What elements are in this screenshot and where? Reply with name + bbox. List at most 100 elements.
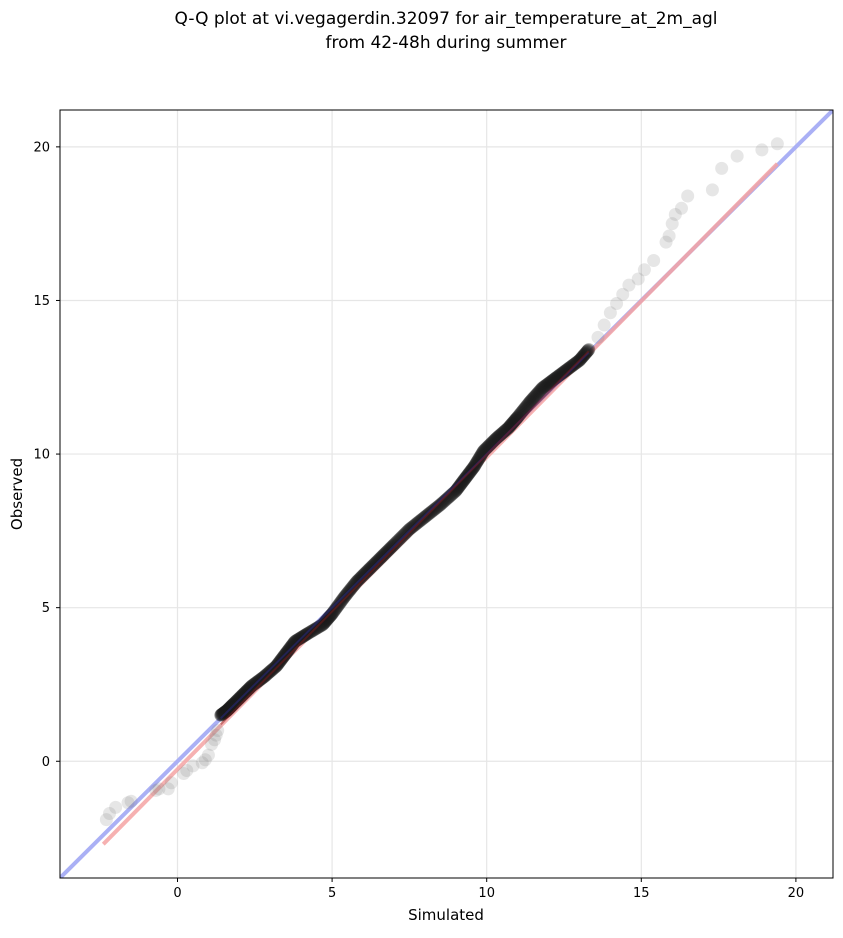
tail-point <box>659 235 673 249</box>
dense-point <box>529 388 543 402</box>
dense-point <box>560 363 574 377</box>
x-tick-label: 0 <box>173 886 181 901</box>
dense-point <box>531 386 545 400</box>
y-tick-label: 0 <box>42 755 50 770</box>
dense-point <box>537 380 551 394</box>
dense-point <box>578 346 592 360</box>
dense-point <box>470 455 484 469</box>
dense-point <box>244 680 258 694</box>
dense-point <box>366 559 380 573</box>
dense-point <box>377 547 391 561</box>
dense-point <box>542 376 556 390</box>
dense-point <box>574 352 588 366</box>
dense-point <box>333 596 347 610</box>
dense-point <box>308 622 322 636</box>
dense-point <box>461 468 475 482</box>
dense-point <box>390 534 404 548</box>
dense-point <box>335 594 349 608</box>
dense-point <box>396 529 410 543</box>
dense-point <box>394 531 408 545</box>
dense-point <box>216 707 230 721</box>
dense-point <box>215 707 229 721</box>
dense-point <box>502 420 516 434</box>
dense-point <box>534 382 548 396</box>
dense-point <box>220 703 234 717</box>
dense-point <box>376 548 390 562</box>
dense-point <box>385 539 399 553</box>
x-tick-label: 10 <box>478 886 495 901</box>
dense-point <box>500 422 514 436</box>
plot-frame <box>59 109 834 879</box>
dense-point <box>455 476 469 490</box>
dense-point <box>391 533 405 547</box>
dense-point <box>239 684 253 698</box>
dense-point <box>395 530 409 544</box>
dense-point <box>389 535 403 549</box>
dense-point <box>499 423 513 437</box>
dense-point <box>218 705 232 719</box>
dense-point <box>238 686 252 700</box>
dense-point <box>378 546 392 560</box>
dense-point <box>430 500 444 514</box>
dense-point <box>452 480 466 494</box>
dense-point <box>368 557 382 571</box>
dense-point <box>235 689 249 703</box>
dense-point <box>438 494 452 508</box>
dense-point <box>231 693 245 707</box>
dense-point <box>237 687 251 701</box>
tail-point <box>647 254 661 268</box>
x-tick-label: 20 <box>788 886 805 901</box>
fit-line-overlay <box>220 350 590 726</box>
dense-point <box>224 700 238 714</box>
tail-point <box>99 813 113 827</box>
dense-point <box>354 570 368 584</box>
dense-point <box>369 555 383 569</box>
grid <box>60 110 833 878</box>
dense-point <box>268 661 282 675</box>
tail-point <box>603 306 617 320</box>
dense-point <box>457 473 471 487</box>
dense-point <box>228 695 242 709</box>
dense-point <box>217 706 231 720</box>
dense-point <box>418 510 432 524</box>
dense-point <box>257 670 271 684</box>
dense-point <box>558 364 572 378</box>
dense-point <box>358 567 372 581</box>
dense-point <box>240 684 254 698</box>
dense-point <box>269 659 283 673</box>
dense-point <box>426 504 440 518</box>
tail-point <box>195 756 209 770</box>
dense-point <box>290 633 304 647</box>
dense-point <box>383 541 397 555</box>
dense-point <box>458 472 472 486</box>
dense-point <box>561 362 575 376</box>
dense-point <box>359 566 373 580</box>
dense-point <box>223 701 237 715</box>
tail-point <box>637 263 651 277</box>
dense-point <box>332 597 346 611</box>
dense-point <box>432 499 446 513</box>
dense-point <box>427 503 441 517</box>
dense-point <box>269 660 283 674</box>
tail-point <box>149 783 163 797</box>
dense-point <box>239 685 253 699</box>
dense-point <box>291 633 305 647</box>
dense-point <box>383 542 397 556</box>
dense-point <box>364 561 378 575</box>
dense-point <box>215 708 229 722</box>
fit-line <box>101 162 779 846</box>
dense-point <box>436 496 450 510</box>
dense-point <box>273 654 287 668</box>
dense-point <box>245 679 259 693</box>
tail-point <box>102 806 116 820</box>
dense-point <box>423 506 437 520</box>
dense-point <box>221 703 235 717</box>
dense-point <box>473 449 487 463</box>
dense-point <box>220 704 234 718</box>
dense-point <box>355 569 369 583</box>
tail-point <box>186 759 200 773</box>
y-tick-label: 5 <box>42 601 50 616</box>
dense-point <box>541 377 555 391</box>
dense-point <box>501 421 515 435</box>
dense-point <box>243 680 257 694</box>
